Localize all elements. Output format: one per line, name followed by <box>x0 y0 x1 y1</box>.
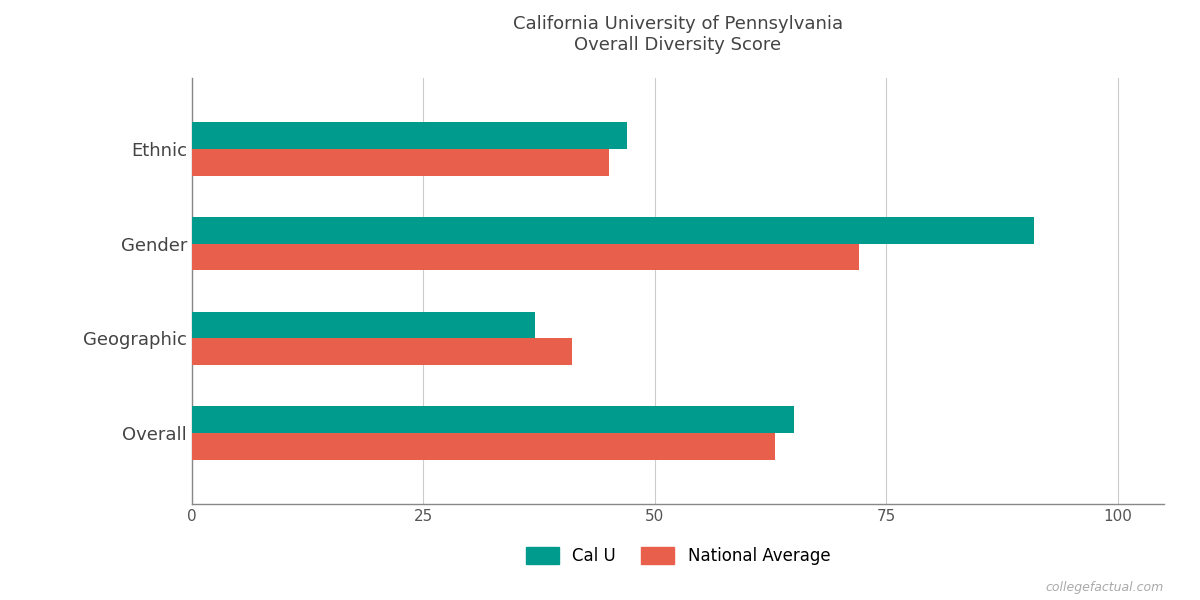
Bar <box>192 217 1034 244</box>
Bar <box>192 312 534 338</box>
Bar <box>192 406 793 433</box>
Bar <box>192 244 858 270</box>
Legend: Cal U, National Average: Cal U, National Average <box>518 541 838 572</box>
Bar <box>192 149 608 176</box>
Bar <box>192 338 571 365</box>
Title: California University of Pennsylvania
Overall Diversity Score: California University of Pennsylvania Ov… <box>512 16 844 54</box>
Bar <box>192 433 775 460</box>
Text: collegefactual.com: collegefactual.com <box>1045 581 1164 594</box>
Bar <box>192 122 628 149</box>
